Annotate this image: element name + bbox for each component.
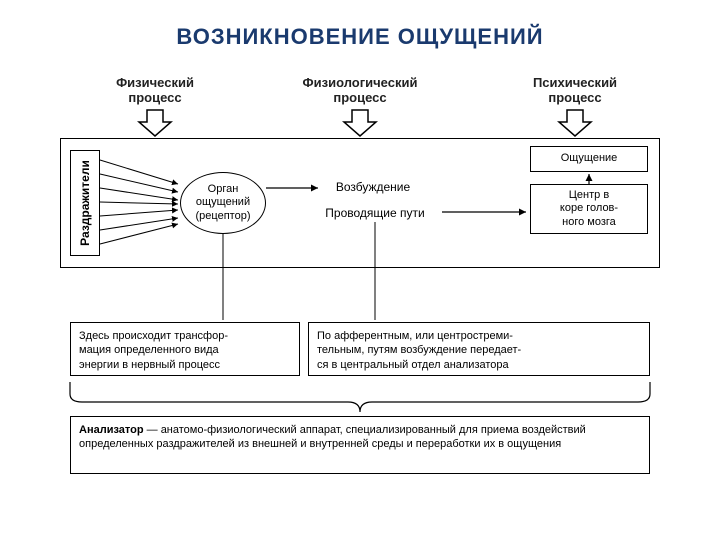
- pathways-text: Проводящие пути: [310, 206, 440, 220]
- analyzer-label: Анализатор: [79, 424, 144, 436]
- organ-ellipse: Орган ощущений (рецептор): [180, 172, 266, 234]
- header-psychic: Психический процесс: [520, 76, 630, 106]
- diagram-container: Физический процесс Физиологический проце…: [60, 76, 660, 496]
- sensation-box: Ощущение: [530, 146, 648, 172]
- header-physiological: Физиологический процесс: [290, 76, 430, 106]
- down-arrow-icon: [135, 108, 175, 138]
- page-title: ВОЗНИКНОВЕНИЕ ОЩУЩЕНИЙ: [0, 0, 720, 50]
- organ-text: Орган ощущений (рецептор): [196, 183, 251, 223]
- cortex-text: Центр в коре голов- ного мозга: [560, 189, 618, 229]
- stimuli-label: Раздражители: [78, 160, 92, 246]
- note-right-text: По афферентным, или центростреми- тельны…: [317, 330, 521, 371]
- analyzer-box: Анализатор — анатомо-физиологический апп…: [70, 416, 650, 474]
- header-physical: Физический процесс: [100, 76, 210, 106]
- down-arrow-icon: [340, 108, 380, 138]
- down-arrow-icon: [555, 108, 595, 138]
- note-right: По афферентным, или центростреми- тельны…: [308, 322, 650, 376]
- cortex-box: Центр в коре голов- ного мозга: [530, 184, 648, 234]
- note-left-text: Здесь происходит трансфор- мация определ…: [79, 330, 228, 371]
- sensation-text: Ощущение: [561, 152, 618, 165]
- excitation-text: Возбуждение: [318, 180, 428, 194]
- note-left: Здесь происходит трансфор- мация определ…: [70, 322, 300, 376]
- analyzer-text: — анатомо-физиологический аппарат, специ…: [79, 424, 586, 450]
- stimuli-box: Раздражители: [70, 150, 100, 256]
